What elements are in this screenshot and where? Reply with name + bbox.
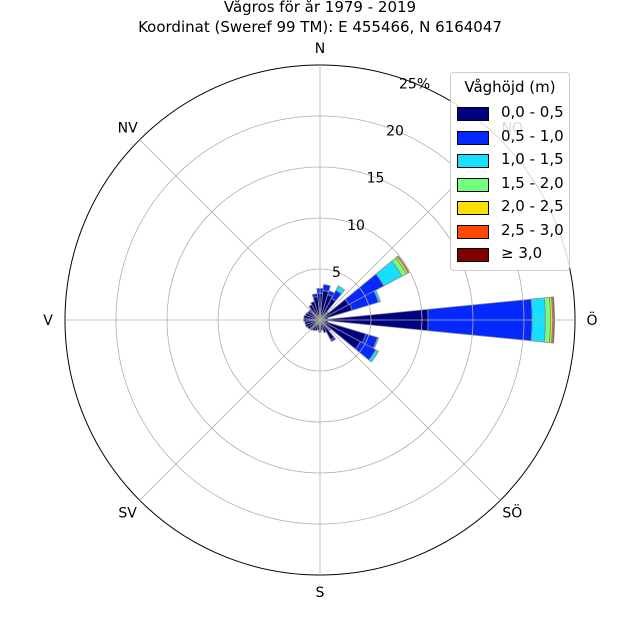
radial-tick-label-0: 5 bbox=[332, 265, 341, 281]
chart-subtitle: Koordinat (Sweref 99 TM): E 455466, N 61… bbox=[138, 18, 502, 36]
radial-tick-label-3: 20 bbox=[386, 124, 404, 140]
direction-label-7: NV bbox=[118, 121, 138, 137]
sector-bar-1-bin-1 bbox=[322, 284, 331, 293]
legend: Våghöjd (m) 0,0 - 0,5 0,5 - 1,0 1,0 - 1,5 1… bbox=[450, 72, 570, 271]
radial-tick-label-1: 10 bbox=[347, 218, 365, 234]
legend-label-0: 0,0 - 0,5 bbox=[501, 103, 564, 121]
grid-spoke-5 bbox=[139, 319, 321, 501]
legend-swatch-3 bbox=[457, 177, 489, 192]
legend-label-5: 2,5 - 3,0 bbox=[501, 220, 564, 239]
legend-label-2: 1,0 - 1,5 bbox=[501, 150, 564, 168]
grid-spoke-3 bbox=[319, 319, 501, 501]
legend-swatch-1 bbox=[457, 130, 489, 145]
sector-bar-31-bin-1 bbox=[311, 293, 319, 299]
radial-tick-label-2: 15 bbox=[367, 171, 385, 187]
direction-label-5: SV bbox=[118, 505, 137, 521]
grid-spoke-7 bbox=[139, 139, 321, 321]
legend-label-3: 1,5 - 2,0 bbox=[501, 173, 564, 192]
sector-bar-6-bin-2 bbox=[373, 289, 382, 303]
direction-label-0: N bbox=[315, 41, 325, 57]
sector-bar-5-bin-5 bbox=[396, 255, 410, 274]
radial-tick-label-4: 25% bbox=[399, 76, 430, 92]
sector-bar-8-bin-6 bbox=[552, 296, 555, 344]
legend-swatch-4 bbox=[457, 201, 489, 215]
grid-layer bbox=[64, 64, 576, 576]
sector-bar-3-bin-2 bbox=[335, 285, 346, 295]
sector-bar-14-bin-0 bbox=[319, 319, 327, 334]
legend-swatch-0 bbox=[457, 107, 489, 121]
direction-label-3: SÖ bbox=[502, 503, 522, 521]
legend-label-4: 2,0 - 2,5 bbox=[501, 197, 564, 215]
direction-label-2: Ö bbox=[586, 311, 597, 329]
legend-swatch-6 bbox=[457, 248, 489, 262]
legend-label-6: ≥ 3,0 bbox=[501, 244, 543, 262]
direction-label-4: S bbox=[316, 585, 325, 601]
legend-swatch-5 bbox=[457, 224, 489, 239]
legend-swatch-2 bbox=[457, 154, 489, 168]
chart-title: Vågros för år 1979 - 2019 bbox=[223, 0, 417, 16]
legend-title: Våghöjd (m) bbox=[464, 78, 556, 96]
direction-label-6: V bbox=[43, 313, 53, 329]
sector-bar-11-bin-2 bbox=[368, 349, 380, 363]
sectors-layer bbox=[303, 255, 555, 363]
legend-label-1: 0,5 - 1,0 bbox=[501, 126, 564, 145]
sector-bar-13-bin-1 bbox=[330, 336, 337, 343]
